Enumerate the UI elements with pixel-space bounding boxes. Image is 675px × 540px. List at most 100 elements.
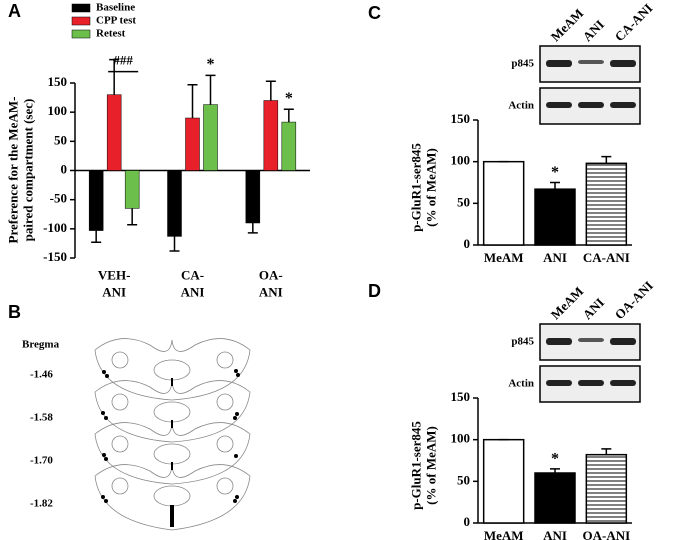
bar [534,472,576,524]
blot-band [546,102,572,108]
row-label: Actin [508,378,534,390]
legend-swatch [71,29,91,39]
lane-label: MeAM [548,284,587,323]
bar [585,162,628,246]
lane-label: CA-ANI [612,0,656,44]
lane-label: OA-ANI [612,278,656,322]
y-tick-label: 0 [464,514,471,529]
bar [124,170,140,209]
legend-label: Retest [96,28,126,40]
blot-band [610,60,636,67]
injection-sites [101,369,240,527]
error-bar [109,58,120,95]
bar [534,188,576,246]
y-tick-label: -150 [43,249,67,264]
error-bar [550,468,560,473]
y-tick-label: 0 [61,161,68,176]
bar [185,117,200,171]
y-tick-label: 100 [48,103,68,118]
annotation: * [551,451,559,468]
legend-label: CPP test [96,15,136,27]
y-axis-label: p-GluR1-ser845(% of MeAM) [408,143,438,232]
error-bar [247,223,258,234]
y-tick-label: 150 [451,389,471,404]
legend-label: Baseline [96,2,135,14]
panel-label: B [8,302,21,322]
bar [263,100,279,171]
blot-band [546,60,572,67]
bar [482,438,525,524]
blot-band [610,338,636,345]
legend-swatch [71,3,91,13]
error-bar [91,230,102,243]
blot-band [578,338,604,342]
blot-band [578,60,604,64]
error-bar [601,155,612,164]
x-tick-label: VEH-ANI [98,267,131,299]
bregma-level: -1.58 [30,412,53,424]
lane-label: ANI [580,295,607,322]
annotation: * [207,56,215,73]
bar [585,453,628,524]
bar [167,170,182,237]
x-tick-label: MeAM [484,528,524,540]
bregma-level: -1.70 [30,455,53,467]
y-axis-label: p-GluR1-ser845(% of MeAM) [408,421,438,510]
panel-label: A [8,1,21,21]
x-tick-label: ANI [543,528,567,540]
x-tick-label: OA-ANI [582,528,630,540]
brain-sections [94,338,251,531]
legend-swatch [71,16,91,26]
x-tick-label: ANI [543,250,567,265]
y-tick-label: 150 [48,74,68,89]
error-bar [550,181,560,190]
error-bar [601,448,612,455]
blot-band [546,380,572,386]
bar [88,170,104,231]
x-tick-label: CA-ANI [181,267,205,299]
row-label: p845 [511,58,534,70]
bregma-level: -1.46 [30,369,53,381]
y-tick-label: 50 [54,132,67,147]
blot-band [610,102,636,108]
y-tick-label: 0 [464,236,471,251]
y-tick-label: 100 [451,431,471,446]
bar [106,94,122,171]
panel-label: C [368,3,381,23]
error-bar [127,208,138,226]
error-bar [187,84,198,118]
bar [245,170,261,224]
annotation: * [285,90,293,107]
x-tick-label: OA-ANI [259,267,283,299]
y-tick-label: 100 [451,153,471,168]
bar [203,104,218,171]
error-bar [283,108,294,123]
y-axis-label: Preference for the MeAM-paired compartme… [5,97,35,244]
error-bar [169,236,180,252]
lane-label: MeAM [548,6,587,45]
row-label: p845 [511,336,534,348]
y-tick-label: 150 [451,111,471,126]
bregma-level: -1.82 [30,498,53,510]
bregma-title: Bregma [22,339,60,351]
blot-band [578,380,604,386]
bar [281,121,297,171]
error-bar [205,74,216,105]
lane-label: ANI [580,17,607,44]
row-label: Actin [508,100,534,112]
y-tick-label: 50 [457,194,470,209]
error-bar [265,80,276,101]
y-tick-label: 50 [457,472,470,487]
blot-band [610,380,636,386]
annotation: ### [113,53,133,68]
panel-label: D [368,281,381,301]
x-tick-label: CA-ANI [583,250,630,265]
y-tick-label: -100 [43,220,67,235]
x-tick-label: MeAM [484,250,524,265]
blot-band [578,102,604,108]
bar [482,160,525,246]
blot-band [546,338,572,345]
y-tick-label: -50 [50,191,67,206]
annotation: * [551,164,559,181]
